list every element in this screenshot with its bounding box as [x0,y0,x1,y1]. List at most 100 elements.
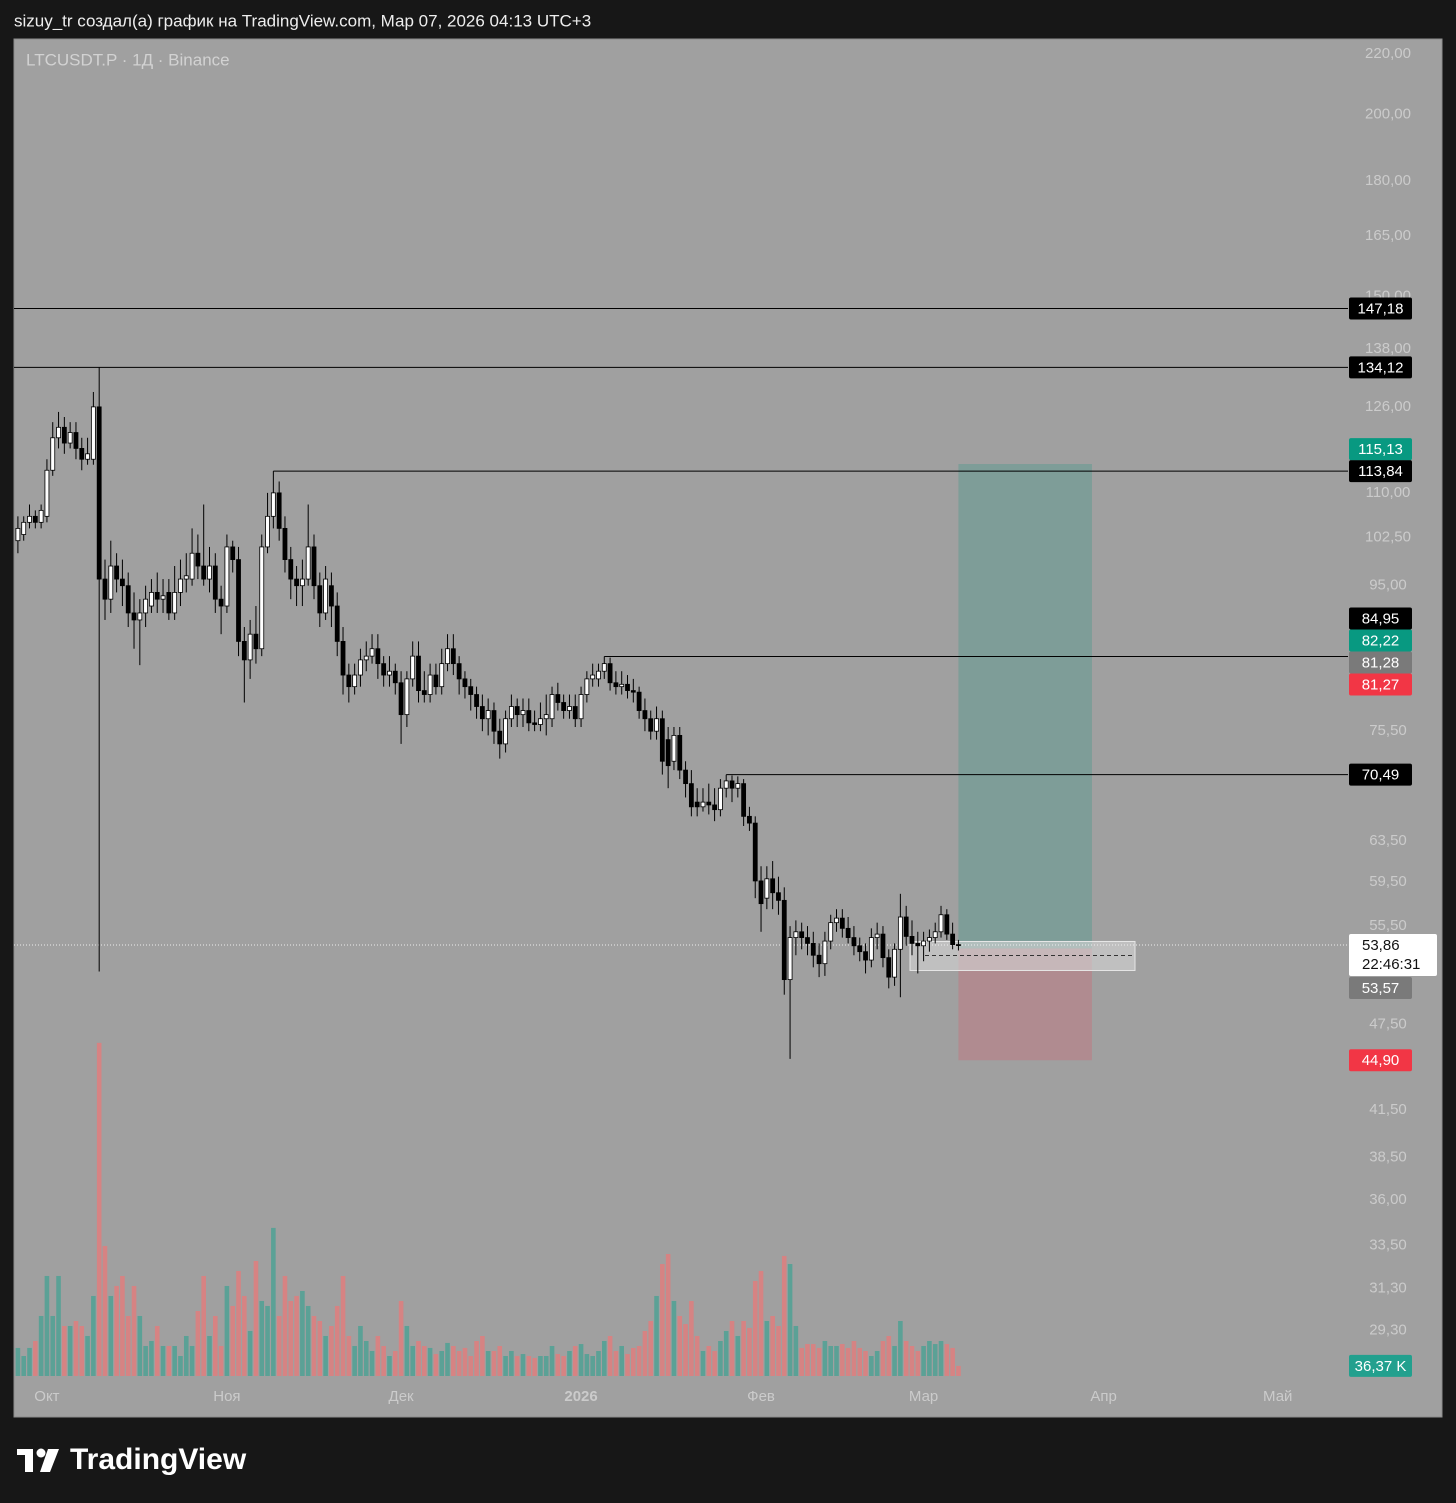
candle-body [625,683,630,691]
volume-bar [903,1340,909,1376]
volume-bar [758,1270,764,1376]
candle-body [538,718,543,725]
candle-body [421,690,427,695]
y-tick-label: 59,50 [1369,873,1407,890]
y-tick-label: 33,50 [1369,1237,1407,1254]
candle-body [479,706,485,720]
y-tick-label: 220,00 [1365,45,1411,62]
candle-body [445,648,450,665]
volume-bar [149,1340,154,1376]
candle-body [880,933,886,959]
candle-body [387,670,392,676]
candle-body [717,787,723,811]
volume-bar [851,1340,857,1376]
candle-body [253,633,259,650]
symbol: LTCUSDT.P · 1Д · Binance [26,50,230,69]
price-tag-label: 113,84 [1358,463,1403,480]
candle-body [764,878,770,899]
candle-body [218,598,224,607]
volume-bar [543,1355,549,1376]
candle-body [381,663,387,676]
volume-bar [427,1347,433,1376]
volume-bar [189,1345,195,1376]
volume-bar [91,1295,96,1376]
volume-bar [810,1344,816,1376]
candle-body [427,674,433,695]
candle-body [282,527,288,560]
volume-bar [242,1295,247,1376]
candle-body [131,612,137,621]
y-tick-label: 55,50 [1369,917,1407,934]
volume-bar [433,1354,439,1376]
volume-bar [282,1275,288,1376]
candle-body [526,710,532,724]
price-tag [1349,1049,1412,1072]
candle-body [747,815,752,824]
candle-body [868,937,874,961]
candle-body [485,710,491,720]
candle-body [236,559,241,642]
candle-body [247,633,253,661]
last-price-tag [1349,934,1437,977]
header: sizuy_tr создал(а) график на TradingView… [14,11,591,30]
y-tick-label: 29,30 [1369,1322,1407,1339]
candle-body [450,648,456,665]
price-tag-label: 134,12 [1358,359,1404,376]
candle-body [677,734,683,771]
volume-bar [741,1320,746,1376]
volume-bar [387,1355,392,1376]
candle-body [120,578,125,587]
volume-bar [805,1344,810,1376]
volume-bar [619,1345,625,1376]
candle-body [805,937,810,944]
candle-body [752,822,758,882]
volume-bar [747,1327,752,1376]
candle-body [642,710,648,720]
volume-bar [700,1350,706,1376]
candle-body [56,426,61,439]
x-tick-label: Дек [389,1388,415,1405]
x-tick-label: Апр [1090,1388,1116,1405]
candle-body [549,694,555,720]
volume-bar [294,1295,299,1376]
volume-bar [265,1305,270,1376]
price-tag-label: 44,90 [1362,1052,1400,1069]
candle-body [96,406,102,580]
candle-body [630,690,636,693]
candle-body [927,937,932,942]
candle-body [497,730,503,745]
candle-body [776,892,781,901]
candle-body [508,706,514,720]
volume-bar [921,1345,926,1376]
candle-body [636,691,642,711]
candle-body [596,670,601,680]
candle-body [839,917,845,929]
x-tick-label: Май [1263,1388,1292,1405]
candle-body [346,674,352,688]
volume-bar [764,1320,770,1376]
candle-body [601,663,607,672]
candle-body [770,878,776,894]
volume-bar [869,1355,874,1376]
countdown: 22:46:31 [1362,956,1420,973]
candle-body [845,927,851,938]
volume-bar [38,1315,44,1376]
volume-bar [317,1320,323,1376]
candle-body [363,655,369,661]
volume-bar [509,1350,514,1376]
candle-body [683,769,688,785]
volume-bar [253,1260,259,1376]
volume-bar [143,1345,148,1376]
candle-body [15,527,21,542]
logo-part [25,1449,33,1472]
candle-body [85,453,90,460]
candle-body [671,734,677,762]
volume-bar [154,1325,160,1376]
volume-bar [834,1345,839,1376]
volume-bar [526,1355,532,1376]
candle-body [288,559,294,580]
volume-bar [915,1350,921,1376]
volume-bar [642,1330,648,1376]
candle-body [195,552,201,567]
